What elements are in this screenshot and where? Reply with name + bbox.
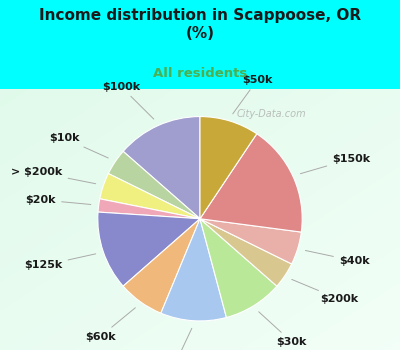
Text: $150k: $150k	[300, 154, 370, 174]
Wedge shape	[98, 212, 200, 286]
Text: $30k: $30k	[259, 312, 307, 347]
Wedge shape	[200, 134, 302, 232]
Wedge shape	[100, 174, 200, 219]
Text: $125k: $125k	[24, 254, 96, 271]
Wedge shape	[98, 199, 200, 219]
Text: $200k: $200k	[292, 279, 359, 304]
Text: $100k: $100k	[102, 82, 154, 119]
Text: Income distribution in Scappoose, OR
(%): Income distribution in Scappoose, OR (%)	[39, 8, 361, 41]
Text: > $200k: > $200k	[11, 167, 96, 184]
Text: All residents: All residents	[153, 67, 247, 80]
Wedge shape	[123, 117, 200, 219]
Text: $50k: $50k	[233, 75, 272, 114]
Wedge shape	[200, 117, 257, 219]
Wedge shape	[108, 151, 200, 219]
Text: $10k: $10k	[49, 133, 108, 158]
Wedge shape	[200, 219, 301, 264]
Text: $60k: $60k	[85, 308, 135, 342]
Wedge shape	[200, 219, 292, 286]
Text: $75k: $75k	[160, 328, 192, 350]
Text: $40k: $40k	[306, 251, 370, 266]
Text: $20k: $20k	[26, 195, 91, 205]
Text: City-Data.com: City-Data.com	[237, 109, 306, 119]
Wedge shape	[123, 219, 200, 313]
Wedge shape	[200, 219, 277, 317]
Wedge shape	[161, 219, 226, 321]
